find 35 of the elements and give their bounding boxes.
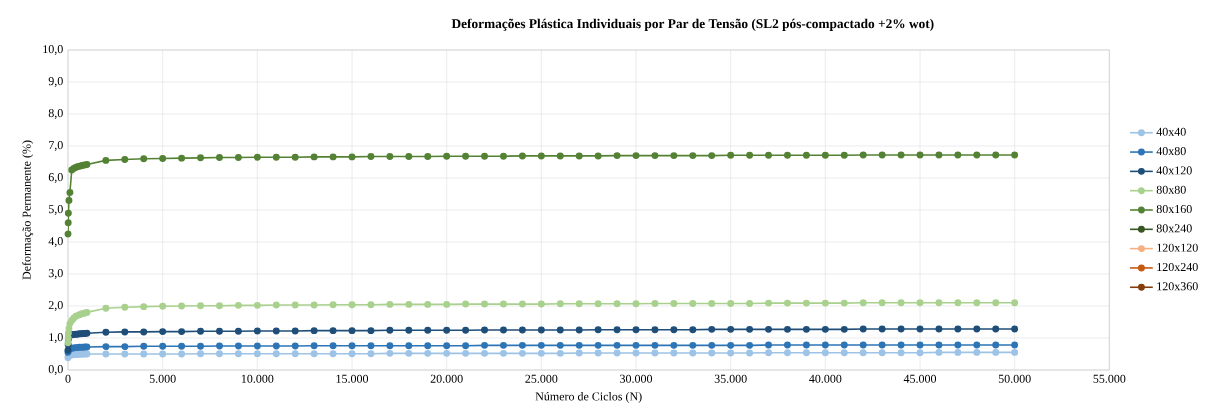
x-tick-label: 55.000 [1093, 374, 1126, 383]
x-tick-label: 45.000 [903, 374, 937, 383]
legend-label: 120x120 [1157, 243, 1198, 252]
legend-label: 80x160 [1156, 205, 1192, 214]
legend-label: 40x80 [1156, 147, 1186, 156]
y-tick-label: 10,0 [43, 45, 63, 55]
legend-label: 40x120 [1156, 166, 1192, 175]
y-tick-label: 3,0 [48, 269, 63, 279]
y-tick-label: 1,0 [49, 333, 63, 343]
y-tick-label: 4,0 [48, 237, 63, 247]
x-tick-label: 15.000 [336, 374, 369, 383]
y-tick-label: 0,0 [48, 365, 63, 375]
y-tick-label: 6,0 [48, 173, 63, 183]
y-tick-label: 7,0 [49, 141, 63, 151]
x-tick-label: 0 [65, 374, 71, 383]
x-tick-label: 10.000 [241, 374, 274, 383]
y-axis-title: Deformação Permanente (%) [22, 140, 34, 280]
legend-label: 80x80 [1156, 185, 1186, 194]
x-tick-label: 30.000 [620, 374, 653, 383]
legend-label: 80x240 [1156, 224, 1192, 233]
y-tick-label: 9,0 [48, 77, 63, 87]
chart-title: Deformações Plástica Individuais por Par de Tensão (SL2 pós-compactado +2% wot) [451, 18, 934, 31]
y-tick-label: 8,0 [48, 109, 63, 119]
y-tick-label: 2,0 [48, 301, 63, 311]
x-tick-label: 20.000 [430, 374, 463, 383]
legend-label: 40x40 [1156, 127, 1186, 136]
x-tick-label: 40.000 [809, 374, 842, 383]
y-tick-label: 5,0 [48, 205, 63, 215]
x-tick-label: 50.000 [998, 374, 1031, 383]
x-tick-label: 35.000 [714, 374, 747, 383]
x-tick-label: 25.000 [525, 374, 558, 383]
x-axis-title: Número de Ciclos (N) [535, 392, 642, 403]
legend-label: 120x240 [1157, 262, 1198, 272]
legend-label: 120x360 [1157, 282, 1198, 291]
x-tick-label: 5.000 [149, 374, 176, 383]
